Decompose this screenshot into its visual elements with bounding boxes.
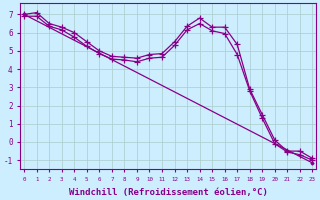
X-axis label: Windchill (Refroidissement éolien,°C): Windchill (Refroidissement éolien,°C) <box>69 188 268 197</box>
